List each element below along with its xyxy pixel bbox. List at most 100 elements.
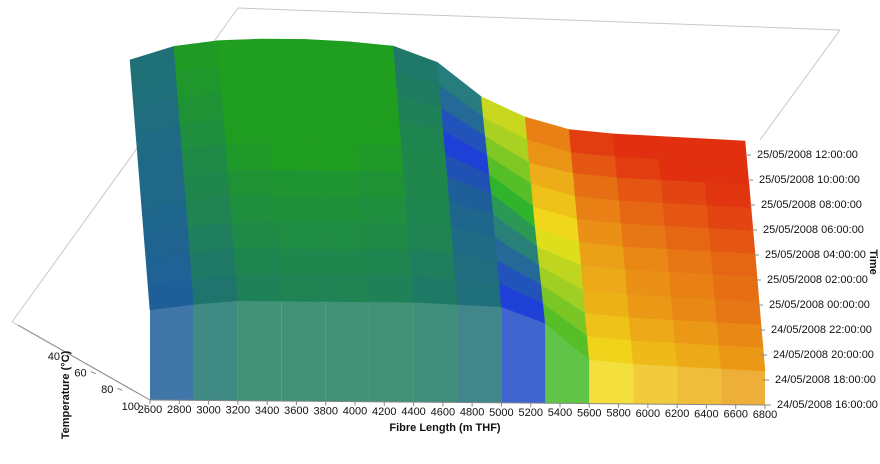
surface-skirt [677, 366, 721, 404]
surface-cell [368, 275, 414, 302]
surface-cell [352, 67, 398, 96]
surface-cell [715, 300, 761, 325]
surface-cell [406, 198, 452, 227]
surface-cell [587, 337, 633, 364]
surface-cell [673, 320, 719, 345]
surface-cell [322, 249, 368, 274]
surface-cell [220, 64, 266, 93]
surface-cell [412, 277, 458, 304]
surface-cell [280, 274, 326, 301]
z-tick [91, 372, 96, 374]
surface-cell [665, 226, 711, 251]
surface-cell [350, 42, 396, 71]
surface-cell [657, 136, 703, 161]
x-tick-label: 3000 [196, 404, 220, 416]
y-tick-label: 25/05/2008 10:00:00 [759, 174, 860, 186]
surface-cell [190, 249, 236, 280]
surface-cell [366, 250, 412, 277]
surface-skirt [633, 364, 677, 404]
x-tick-label: 5800 [606, 408, 630, 420]
surface-cell [671, 297, 717, 322]
x-tick-label: 3200 [226, 405, 250, 417]
z-axis-line [18, 325, 150, 400]
surface-cell [358, 144, 404, 173]
surface-cell [272, 170, 318, 197]
surface-cell [703, 162, 749, 185]
y-tick-label: 25/05/2008 12:00:00 [757, 149, 858, 161]
surface-cell [230, 197, 276, 224]
x-tick-label: 4600 [431, 406, 455, 418]
y-tick-label: 25/05/2008 02:00:00 [767, 274, 868, 286]
surface-cell [314, 143, 360, 170]
surface-cell [675, 343, 721, 368]
surface-cell [306, 39, 352, 66]
surface-cell [276, 222, 322, 249]
surface-cell [613, 134, 659, 159]
surface-cell [456, 280, 502, 307]
surface-cell [360, 171, 406, 198]
surface-cell [222, 91, 268, 120]
surface-cell [178, 93, 224, 124]
x-tick-label: 4800 [460, 407, 484, 419]
surface-cell [629, 318, 675, 343]
surface-cell [631, 341, 677, 366]
surface-cell [312, 116, 358, 143]
x-tick-label: 6000 [636, 408, 660, 420]
x-tick-label: 6600 [723, 409, 747, 421]
x-tick-label: 6800 [753, 409, 777, 421]
surface-cell [226, 143, 272, 172]
y-tick-label: 24/05/2008 18:00:00 [775, 374, 876, 386]
y-tick-label: 24/05/2008 16:00:00 [777, 399, 878, 411]
z-tick-label: 60 [74, 368, 86, 380]
surface-cell [709, 229, 755, 254]
x-tick-label: 6400 [694, 408, 718, 420]
surface-skirt [414, 302, 458, 402]
frame-edge [760, 30, 840, 140]
surface-cell [218, 39, 264, 68]
surface-cell [184, 172, 230, 201]
x-tick-label: 4200 [372, 406, 396, 418]
z-tick-label: 40 [48, 351, 60, 363]
frame-edge [238, 8, 840, 30]
surface-cell [615, 157, 661, 180]
surface-cell [236, 274, 282, 301]
y-tick-label: 25/05/2008 08:00:00 [761, 199, 862, 211]
surface-cell [268, 116, 314, 143]
surface-cell [174, 41, 220, 72]
surface-cell [316, 170, 362, 197]
surface-cell [619, 201, 665, 226]
surface-skirt [589, 360, 633, 404]
surface-cell [659, 159, 705, 182]
x-tick-label: 3400 [255, 405, 279, 417]
surface-skirt [282, 301, 326, 401]
x-axis-title: Fibre Length (m THF) [389, 422, 501, 434]
y-tick-label: 24/05/2008 20:00:00 [773, 349, 874, 361]
y-tick-label: 25/05/2008 06:00:00 [763, 224, 864, 236]
surface-cell [188, 224, 234, 253]
surface-cell [318, 197, 364, 222]
surface-cell [617, 178, 663, 203]
x-tick-label: 4000 [343, 406, 367, 418]
y-tick-label: 24/05/2008 22:00:00 [771, 324, 872, 336]
y-axis-title: Time [867, 249, 879, 274]
surface-skirt [501, 307, 545, 403]
surface-cell [705, 183, 751, 208]
surface-skirt [458, 305, 502, 403]
surface-cell [186, 197, 232, 228]
surface-cell [364, 223, 410, 250]
surface-skirt [326, 301, 370, 401]
surface-cell [308, 64, 354, 91]
surface-cell [410, 250, 456, 279]
surface-cell [362, 198, 408, 225]
surface-cell [274, 197, 320, 222]
surface-cell [408, 225, 454, 252]
surface-cell [404, 173, 450, 202]
surface-skirt [150, 304, 194, 400]
surface-cell [192, 276, 238, 305]
surface [130, 39, 765, 405]
surface-cell [707, 206, 753, 231]
y-tick-label: 25/05/2008 04:00:00 [765, 249, 866, 261]
x-tick-label: 5600 [577, 407, 601, 419]
surface-cell [627, 295, 673, 320]
x-tick-label: 5200 [518, 407, 542, 419]
